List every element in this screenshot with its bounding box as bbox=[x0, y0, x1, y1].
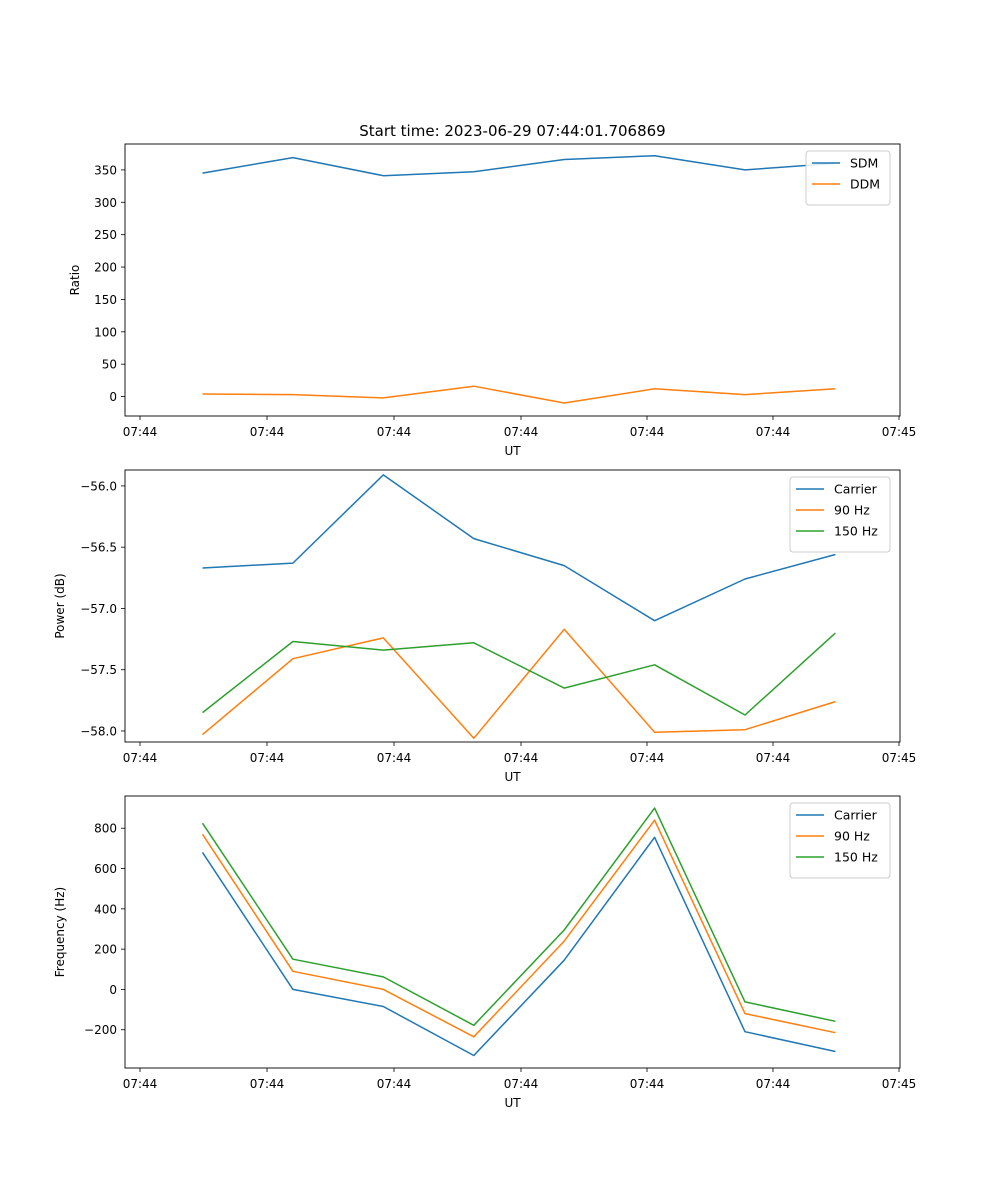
x-tick-label: 07:44 bbox=[630, 425, 665, 439]
y-tick-label: 0 bbox=[109, 390, 117, 404]
x-tick-label: 07:44 bbox=[123, 751, 158, 765]
series-line-150-hz bbox=[201, 807, 836, 1027]
y-axis-label: Power (dB) bbox=[53, 573, 67, 638]
x-tick-label: 07:44 bbox=[756, 425, 791, 439]
series-line-carrier bbox=[202, 474, 836, 622]
y-tick-label: −57.0 bbox=[80, 602, 117, 616]
y-tick-label: −58.0 bbox=[80, 724, 117, 738]
x-axis-label: UT bbox=[504, 770, 521, 784]
series-line-150-hz bbox=[202, 632, 836, 716]
legend-label-150-hz: 150 Hz bbox=[834, 524, 878, 539]
subplot-1: 07:44 07:44 07:44 07:44 07:44 07:44 07:45 0 50 10… bbox=[68, 143, 917, 458]
y-tick-label: 300 bbox=[94, 196, 117, 210]
y-tick-label: 50 bbox=[102, 358, 117, 372]
series-line-90-hz bbox=[201, 819, 836, 1038]
legend-label-carrier: Carrier bbox=[834, 808, 878, 823]
x-tick-label: 07:44 bbox=[756, 1077, 791, 1091]
x-tick-label: 07:44 bbox=[123, 1077, 158, 1091]
legend-box bbox=[789, 476, 891, 553]
x-tick-label: 07:45 bbox=[882, 751, 917, 765]
x-axis-label: UT bbox=[504, 444, 521, 458]
x-tick-label: 07:44 bbox=[630, 751, 665, 765]
legend-box bbox=[805, 150, 891, 206]
x-axis-label: UT bbox=[504, 1096, 521, 1110]
legend-label-sdm: SDM bbox=[850, 156, 878, 171]
y-tick-label: −56.0 bbox=[80, 479, 117, 493]
y-tick-label: 200 bbox=[94, 261, 117, 275]
x-tick-label: 07:44 bbox=[377, 425, 412, 439]
legend-box bbox=[789, 802, 891, 879]
legend-label-90-hz: 90 Hz bbox=[834, 503, 870, 518]
x-tick-label: 07:44 bbox=[630, 1077, 665, 1091]
x-tick-label: 07:44 bbox=[504, 1077, 539, 1091]
y-tick-label: −56.5 bbox=[80, 541, 117, 555]
x-tick-label: 07:44 bbox=[250, 425, 285, 439]
x-tick-label: 07:44 bbox=[504, 425, 539, 439]
x-tick-label: 07:44 bbox=[377, 751, 412, 765]
figure-title: Start time: 2023-06-29 07:44:01.706869 bbox=[359, 122, 665, 140]
legend-label-90-hz: 90 Hz bbox=[834, 829, 870, 844]
y-tick-label: 100 bbox=[94, 325, 117, 339]
legend-label-150-hz: 150 Hz bbox=[834, 850, 878, 865]
x-tick-label: 07:44 bbox=[504, 751, 539, 765]
subplot-2: 07:44 07:44 07:44 07:44 07:44 07:44 07:45 −56.0… bbox=[53, 469, 917, 784]
x-tick-label: 07:44 bbox=[123, 425, 158, 439]
y-tick-label: 0 bbox=[109, 983, 117, 997]
x-tick-label: 07:44 bbox=[377, 1077, 412, 1091]
y-tick-label: 150 bbox=[94, 293, 117, 307]
x-tick-label: 07:44 bbox=[250, 751, 285, 765]
y-tick-label: −200 bbox=[84, 1023, 117, 1037]
y-axis-label: Frequency (Hz) bbox=[53, 887, 67, 978]
series-line-sdm bbox=[202, 154, 836, 177]
subplot-3: 07:44 07:44 07:44 07:44 07:44 07:44 07:45 800 60… bbox=[53, 795, 917, 1110]
y-tick-label: −57.5 bbox=[80, 663, 117, 677]
series-line-carrier bbox=[201, 836, 836, 1057]
legend-label-ddm: DDM bbox=[850, 177, 880, 192]
x-tick-label: 07:45 bbox=[882, 425, 917, 439]
y-axis-label: Ratio bbox=[68, 265, 82, 296]
y-tick-label: 400 bbox=[94, 902, 117, 916]
legend-label-carrier: Carrier bbox=[834, 482, 878, 497]
axes-frame bbox=[124, 143, 901, 417]
y-tick-label: 250 bbox=[94, 228, 117, 242]
series-line-ddm bbox=[202, 385, 836, 404]
y-tick-label: 800 bbox=[94, 822, 117, 836]
axes-frame bbox=[124, 469, 901, 743]
y-tick-label: 350 bbox=[94, 163, 117, 177]
x-tick-label: 07:45 bbox=[882, 1077, 917, 1091]
y-tick-label: 200 bbox=[94, 943, 117, 957]
axes-frame bbox=[124, 795, 901, 1069]
y-tick-label: 600 bbox=[94, 862, 117, 876]
x-tick-label: 07:44 bbox=[250, 1077, 285, 1091]
x-tick-label: 07:44 bbox=[756, 751, 791, 765]
series-line-90-hz bbox=[202, 628, 836, 740]
